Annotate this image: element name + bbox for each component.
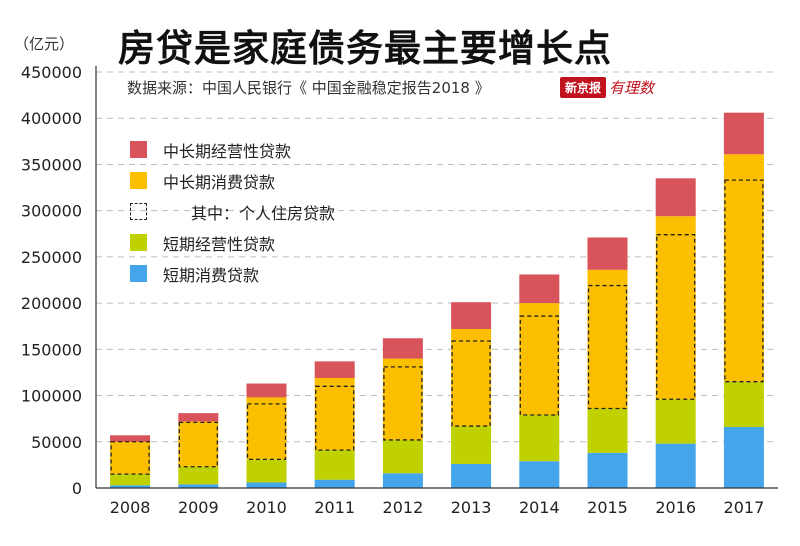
legend: 中长期经营性贷款 中长期消费贷款其中：个人住房贷款短期经营性贷款 短期消费贷款 bbox=[130, 134, 335, 289]
bar-segment-short_business-2012 bbox=[382, 439, 423, 474]
publisher-logo: 新京报 有理数 bbox=[560, 76, 654, 98]
bar-segment-short_business-2010 bbox=[246, 459, 287, 483]
bar-segment-long_business-2015 bbox=[587, 237, 628, 270]
y-tick-label: 100000 bbox=[21, 387, 82, 406]
bar-segment-short_business-2011 bbox=[314, 450, 355, 480]
housing-loan-outlines bbox=[110, 179, 764, 475]
bar-segment-long_business-2009 bbox=[178, 413, 219, 422]
x-tick-label: 2016 bbox=[655, 498, 696, 517]
y-tick-label: 250000 bbox=[21, 248, 82, 267]
legend-swatch bbox=[130, 265, 147, 282]
bar-segment-long_consumer-2013 bbox=[451, 328, 492, 427]
legend-label: 短期经营性贷款 bbox=[163, 234, 276, 254]
bar-segment-short_consumer-2011 bbox=[314, 479, 355, 488]
bar-segment-long_consumer-2017 bbox=[723, 154, 764, 382]
legend-swatch bbox=[130, 203, 147, 220]
legend-label: 中长期消费贷款 bbox=[163, 172, 276, 192]
bar-segment-long_consumer-2014 bbox=[519, 303, 560, 415]
bar-segment-long_consumer-2011 bbox=[314, 377, 355, 451]
bar-segment-short_consumer-2015 bbox=[587, 452, 628, 488]
unit-label: （亿元） bbox=[14, 35, 75, 53]
bar-segment-short_consumer-2012 bbox=[382, 473, 423, 488]
housing-loan-outline-2009 bbox=[178, 421, 218, 468]
bar-segment-short_consumer-2016 bbox=[655, 443, 696, 488]
bar-segment-long_business-2014 bbox=[519, 274, 560, 304]
x-tick-label: 2011 bbox=[314, 498, 355, 517]
y-tick-label: 150000 bbox=[21, 340, 82, 359]
logo-main: 新京报 bbox=[560, 76, 607, 98]
x-tick-label: 2012 bbox=[383, 498, 424, 517]
bar-segment-long_business-2012 bbox=[382, 338, 423, 359]
bar-segment-long_consumer-2012 bbox=[382, 358, 423, 440]
bar-segment-long_business-2013 bbox=[451, 302, 492, 329]
bar-segment-long_business-2017 bbox=[723, 112, 764, 155]
bar-segment-long_consumer-2016 bbox=[655, 216, 696, 400]
y-tick-label: 450000 bbox=[21, 63, 82, 82]
bar-segment-long_business-2010 bbox=[246, 383, 287, 398]
legend-swatch bbox=[130, 172, 147, 189]
bar-segment-short_consumer-2009 bbox=[178, 484, 219, 488]
bars bbox=[110, 112, 764, 488]
legend-label: 其中：个人住房贷款 bbox=[191, 203, 336, 223]
legend-item-housing_outline: 其中：个人住房贷款 bbox=[130, 196, 335, 227]
axes: 0 50000 100000 150000 200000 250000 300000 3500… bbox=[21, 63, 778, 517]
bar-segment-short_consumer-2013 bbox=[451, 463, 492, 488]
bar-segment-short_business-2015 bbox=[587, 408, 628, 453]
housing-loan-outline-2010 bbox=[246, 403, 287, 460]
legend-swatch bbox=[130, 234, 147, 251]
bar-segment-short_business-2016 bbox=[655, 399, 696, 444]
bar-segment-long_consumer-2008 bbox=[110, 441, 151, 475]
housing-loan-outline-2017 bbox=[724, 179, 764, 383]
gridlines bbox=[96, 71, 778, 443]
y-tick-label: 200000 bbox=[21, 294, 82, 313]
x-tick-label: 2009 bbox=[178, 498, 219, 517]
bar-segment-short_consumer-2008 bbox=[110, 485, 151, 488]
x-tick-label: 2017 bbox=[724, 498, 765, 517]
housing-loan-outline-2015 bbox=[587, 284, 628, 410]
bar-segment-long_business-2008 bbox=[110, 435, 151, 442]
y-tick-label: 400000 bbox=[21, 109, 82, 128]
y-tick-label: 0 bbox=[72, 479, 82, 498]
bar-segment-long_consumer-2009 bbox=[178, 421, 219, 467]
y-tick-label: 50000 bbox=[31, 433, 82, 452]
legend-item-long_business: 中长期经营性贷款 bbox=[130, 134, 335, 165]
housing-loan-outline-2011 bbox=[315, 385, 355, 451]
legend-item-long_consumer: 中长期消费贷款 bbox=[130, 165, 335, 196]
bar-segment-long_consumer-2010 bbox=[246, 397, 287, 460]
bar-segment-short_consumer-2010 bbox=[246, 482, 287, 488]
housing-loan-outline-2016 bbox=[656, 234, 696, 400]
legend-label: 短期消费贷款 bbox=[163, 265, 260, 285]
logo-sub: 有理数 bbox=[609, 78, 655, 97]
housing-loan-outline-2014 bbox=[519, 315, 559, 416]
x-tick-label: 2008 bbox=[110, 498, 151, 517]
y-tick-label: 350000 bbox=[21, 155, 82, 174]
bar-segment-short_consumer-2017 bbox=[723, 426, 764, 488]
x-tick-label: 2010 bbox=[246, 498, 287, 517]
bar-segment-short_business-2008 bbox=[110, 474, 151, 486]
y-tick-label: 300000 bbox=[21, 202, 82, 221]
data-source: 数据来源：中国人民银行《 中国金融稳定报告2018 》 bbox=[127, 79, 490, 97]
bar-segment-long_business-2011 bbox=[314, 361, 355, 378]
bar-segment-short_business-2013 bbox=[451, 426, 492, 464]
legend-swatch bbox=[130, 141, 147, 158]
x-tick-label: 2015 bbox=[587, 498, 628, 517]
bar-segment-short_consumer-2014 bbox=[519, 461, 560, 488]
housing-loan-outline-2012 bbox=[383, 366, 423, 441]
legend-label: 中长期经营性贷款 bbox=[163, 141, 292, 161]
bar-segment-long_consumer-2015 bbox=[587, 269, 628, 409]
housing-loan-outline-2013 bbox=[451, 340, 491, 427]
x-tick-label: 2014 bbox=[519, 498, 560, 517]
bar-segment-short_business-2017 bbox=[723, 381, 764, 427]
legend-item-short_business: 短期经营性贷款 bbox=[130, 227, 335, 258]
x-tick-label: 2013 bbox=[451, 498, 492, 517]
chart-title: 房贷是家庭债务最主要增长点 bbox=[118, 27, 612, 70]
bar-segment-short_business-2009 bbox=[178, 466, 219, 485]
bar-segment-short_business-2014 bbox=[519, 414, 560, 462]
bar-segment-long_business-2016 bbox=[655, 178, 696, 217]
legend-item-short_consumer: 短期消费贷款 bbox=[130, 258, 335, 289]
